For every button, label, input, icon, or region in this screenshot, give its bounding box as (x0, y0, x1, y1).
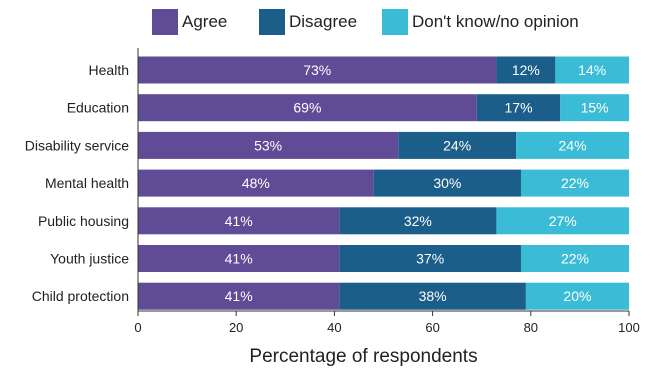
bar-public-housing-agree (138, 207, 340, 235)
x-tick-label-60: 60 (425, 320, 439, 335)
bar-child-protection-agree (138, 282, 340, 310)
data-label-education-agree: 69% (293, 100, 321, 116)
legend-label-disagree: Disagree (289, 12, 358, 31)
bar-child-protection-don-t-know-no-opinion (525, 282, 629, 310)
data-label-disability-service-don-t-know-no-opinion: 24% (559, 137, 587, 153)
bar-disability-service-don-t-know-no-opinion (516, 131, 629, 159)
data-label-education-don-t-know-no-opinion: 15% (581, 100, 609, 116)
category-label-health: Health (89, 62, 129, 78)
legend-item-dont-know: Don't know/no opinion (382, 8, 579, 36)
data-label-mental-health-disagree: 30% (433, 175, 461, 191)
data-label-youth-justice-agree: 41% (225, 251, 253, 267)
bar-mental-health-disagree (373, 169, 521, 197)
category-label-education: Education (67, 100, 129, 116)
x-tick-label-80: 80 (524, 320, 538, 335)
data-label-child-protection-disagree: 38% (419, 288, 447, 304)
data-label-mental-health-agree: 48% (242, 175, 270, 191)
bar-youth-justice-agree (138, 245, 340, 272)
data-label-public-housing-don-t-know-no-opinion: 27% (549, 213, 577, 229)
data-label-health-don-t-know-no-opinion: 14% (578, 62, 606, 78)
data-label-public-housing-agree: 41% (225, 213, 253, 229)
bar-health-don-t-know-no-opinion (555, 56, 629, 84)
category-label-mental-health: Mental health (45, 175, 129, 191)
bar-disability-service-agree (138, 131, 399, 159)
bar-public-housing-disagree (339, 207, 497, 235)
data-label-youth-justice-don-t-know-no-opinion: 22% (561, 251, 589, 267)
x-tick-label-40: 40 (327, 320, 341, 335)
bar-mental-health-agree (138, 169, 374, 197)
bar-youth-justice-disagree (339, 245, 521, 272)
data-label-health-disagree: 12% (512, 62, 540, 78)
legend: Agree Disagree Don't know/no opinion (0, 8, 653, 36)
bar-mental-health-don-t-know-no-opinion (520, 169, 629, 197)
bar-public-housing-don-t-know-no-opinion (496, 207, 629, 235)
x-tick-label-100: 100 (618, 320, 640, 335)
legend-item-disagree: Disagree (259, 8, 357, 36)
bar-child-protection-disagree (339, 282, 526, 310)
data-label-disability-service-disagree: 24% (443, 137, 471, 153)
data-label-child-protection-agree: 41% (225, 288, 253, 304)
x-tick-label-20: 20 (229, 320, 243, 335)
legend-label-agree: Agree (182, 12, 228, 31)
data-label-mental-health-don-t-know-no-opinion: 22% (561, 175, 589, 191)
category-label-public-housing: Public housing (38, 213, 129, 229)
bar-health-agree (138, 56, 497, 84)
bar-health-disagree (496, 56, 556, 84)
data-label-public-housing-disagree: 32% (404, 213, 432, 229)
legend-swatch-agree (152, 9, 178, 35)
bar-youth-justice-don-t-know-no-opinion (520, 245, 629, 272)
legend-item-agree: Agree (152, 8, 227, 36)
data-label-disability-service-agree: 53% (254, 137, 282, 153)
legend-label-dont-know: Don't know/no opinion (412, 12, 579, 31)
category-label-child-protection: Child protection (32, 288, 129, 304)
data-label-education-disagree: 17% (505, 100, 533, 116)
x-axis-title: Percentage of respondents (249, 346, 477, 367)
x-tick-label-0: 0 (134, 320, 141, 335)
bar-disability-service-disagree (398, 131, 517, 159)
legend-swatch-disagree (259, 9, 285, 35)
data-label-youth-justice-disagree: 37% (416, 251, 444, 267)
category-label-disability-service: Disability service (25, 137, 129, 153)
bar-education-don-t-know-no-opinion (560, 94, 629, 122)
bar-education-disagree (476, 94, 561, 122)
category-label-youth-justice: Youth justice (50, 251, 129, 267)
data-label-child-protection-don-t-know-no-opinion: 20% (563, 288, 591, 304)
legend-swatch-dont-know (382, 9, 408, 35)
bar-education-agree (138, 94, 477, 122)
data-label-health-agree: 73% (303, 62, 331, 78)
